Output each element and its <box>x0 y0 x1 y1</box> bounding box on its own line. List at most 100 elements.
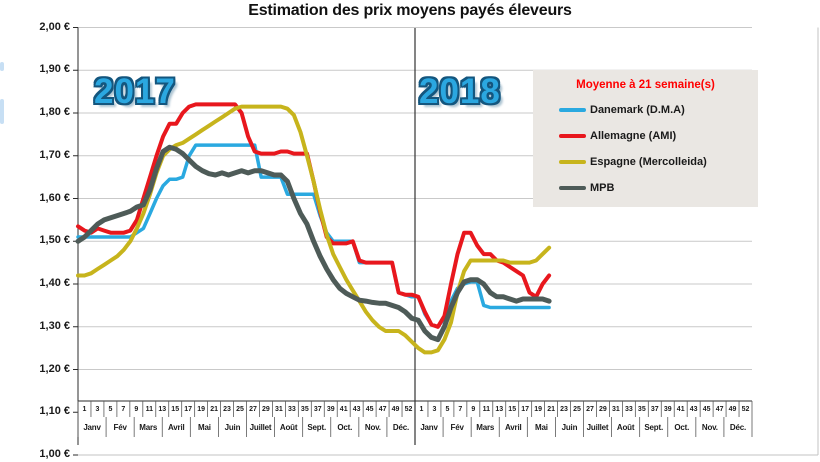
week-tick-label: 43 <box>352 406 361 413</box>
month-tick-label: Juin <box>561 423 578 432</box>
week-tick-label: 37 <box>313 406 322 413</box>
y-tick-label: 1,40 € <box>39 277 70 289</box>
month-tick-label: Sept. <box>644 423 663 432</box>
legend-items: Danemark (D.M.A) Allemagne (AMI) Espagne (… <box>533 97 758 201</box>
week-tick-label: 39 <box>326 406 335 413</box>
legend-line-swatch <box>559 134 586 138</box>
week-tick-label: 7 <box>458 406 463 413</box>
y-tick-label: 1,70 € <box>39 148 70 161</box>
legend-label: Espagne (Mercolleida) <box>590 156 707 168</box>
y-tick-label: 1,30 € <box>39 319 70 332</box>
month-tick-label: Janv <box>420 423 438 432</box>
week-tick-label: 3 <box>432 406 437 413</box>
week-tick-label: 19 <box>197 406 206 413</box>
week-tick-label: 35 <box>637 406 646 413</box>
month-tick-label: Août <box>279 423 298 432</box>
legend-label: Danemark (D.M.A) <box>590 104 685 116</box>
month-tick-label: Avril <box>168 423 185 432</box>
month-tick-label: Mai <box>534 423 548 432</box>
y-tick-label: 1,60 € <box>39 191 70 204</box>
series-line-mpb <box>75 144 552 343</box>
week-tick-label: 17 <box>184 406 193 413</box>
screen-edge-artifact <box>0 99 4 124</box>
month-tick-label: Nov. <box>364 423 381 432</box>
legend: Moyenne à 21 semaine(s) Danemark (D.M.A)… <box>533 70 758 207</box>
year-label-2017: 2017 <box>94 72 176 111</box>
legend-label: Allemagne (AMI) <box>590 130 677 142</box>
week-tick-label: 11 <box>482 406 490 413</box>
week-tick-label: 49 <box>391 406 400 413</box>
legend-item: Allemagne (AMI) <box>559 123 758 149</box>
week-tick-label: 15 <box>508 406 517 413</box>
week-tick-label: 17 <box>521 406 530 413</box>
week-tick-label: 29 <box>599 406 607 413</box>
week-tick-label: 13 <box>158 406 167 413</box>
year-label-2018: 2018 <box>419 72 501 111</box>
y-tick-label: 2,00 € <box>39 20 70 33</box>
month-tick-label: Août <box>616 423 635 432</box>
week-tick-label: 3 <box>95 406 100 413</box>
month-tick-label: Sept. <box>307 423 326 432</box>
screen-edge-artifact <box>0 62 4 71</box>
legend-label: MPB <box>590 182 615 194</box>
week-tick-label: 35 <box>300 406 309 413</box>
week-tick-label: 49 <box>728 406 737 413</box>
month-tick-label: Déc. <box>392 423 409 432</box>
week-tick-label: 41 <box>339 406 348 413</box>
week-tick-label: 52 <box>404 406 413 413</box>
week-tick-label: 39 <box>663 406 672 413</box>
month-tick-label: Oct. <box>674 423 690 432</box>
legend-item: Espagne (Mercolleida) <box>559 149 758 175</box>
legend-line-swatch <box>559 186 586 190</box>
month-tick-label: Fév <box>113 423 127 432</box>
month-tick-label: Fév <box>450 423 464 432</box>
week-tick-label: 31 <box>612 406 620 413</box>
series-line-espagne-mercolleida <box>76 104 552 355</box>
week-tick-label: 27 <box>249 406 257 413</box>
month-tick-label: Avril <box>505 423 522 432</box>
week-tick-label: 1 <box>82 406 87 413</box>
week-tick-label: 25 <box>573 406 581 413</box>
month-tick-label: Mars <box>139 423 158 432</box>
month-tick-label: Juin <box>224 423 241 432</box>
y-tick-label: 1,50 € <box>39 234 70 247</box>
week-tick-label: 37 <box>650 406 659 413</box>
month-tick-label: Juillet <box>586 423 609 432</box>
week-tick-label: 25 <box>236 406 244 413</box>
legend-title: Moyenne à 21 semaine(s) <box>576 79 715 91</box>
legend-item: MPB <box>559 175 758 201</box>
legend-line-swatch <box>559 108 586 112</box>
month-tick-label: Déc. <box>729 423 746 432</box>
y-tick-label: 1,10 € <box>39 405 70 418</box>
week-tick-label: 5 <box>445 406 450 413</box>
week-tick-label: 43 <box>689 406 698 413</box>
week-tick-label: 19 <box>534 406 543 413</box>
week-tick-label: 1 <box>419 406 424 413</box>
chart-title: Estimation des prix moyens payés éleveur… <box>248 2 572 19</box>
week-tick-label: 33 <box>624 406 633 413</box>
week-tick-label: 27 <box>586 406 594 413</box>
legend-line-swatch <box>559 160 586 164</box>
week-tick-label: 47 <box>715 406 724 413</box>
week-tick-label: 45 <box>365 406 374 413</box>
month-tick-label: Mars <box>476 423 495 432</box>
y-tick-label: 1,20 € <box>39 362 70 375</box>
week-tick-label: 5 <box>108 406 113 413</box>
week-tick-label: 7 <box>121 406 126 413</box>
week-tick-label: 52 <box>741 406 750 413</box>
y-tick-label: 1,00 € <box>39 448 70 460</box>
week-tick-label: 33 <box>287 406 296 413</box>
week-tick-label: 21 <box>547 406 555 413</box>
month-tick-label: Mai <box>197 423 211 432</box>
week-tick-label: 21 <box>210 406 218 413</box>
week-tick-label: 23 <box>560 406 568 413</box>
legend-item: Danemark (D.M.A) <box>559 97 758 123</box>
week-tick-label: 9 <box>134 406 139 413</box>
week-tick-label: 31 <box>275 406 283 413</box>
week-tick-label: 23 <box>223 406 231 413</box>
week-tick-label: 41 <box>676 406 685 413</box>
week-tick-label: 15 <box>171 406 180 413</box>
week-tick-label: 47 <box>378 406 387 413</box>
